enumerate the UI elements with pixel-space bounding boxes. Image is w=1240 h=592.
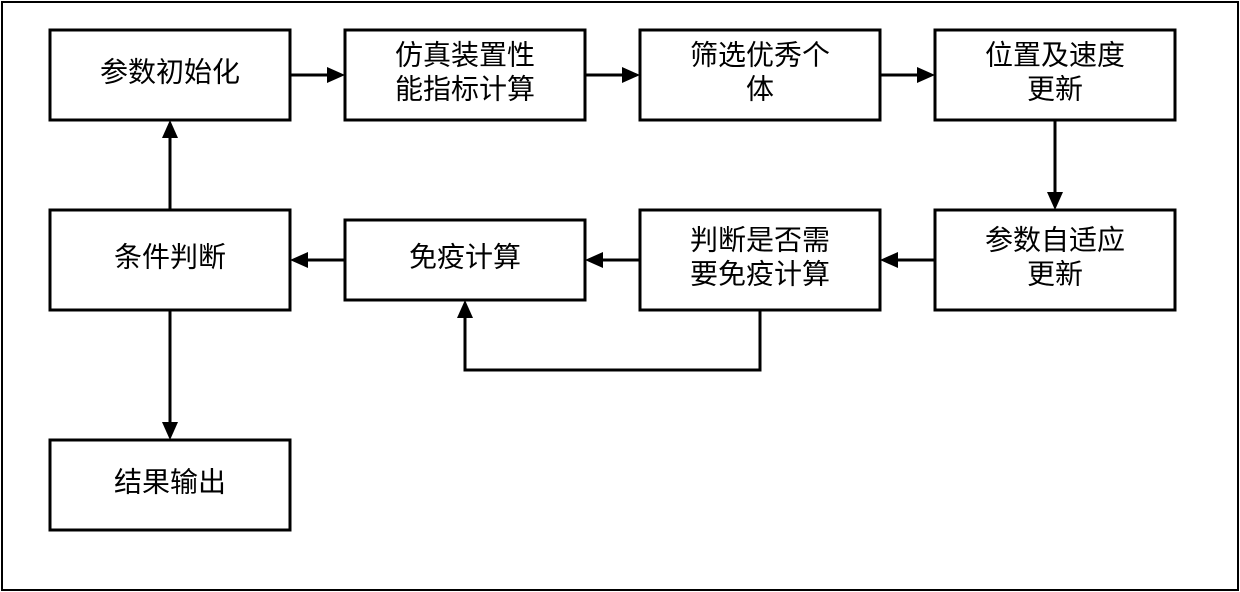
flow-edge-e6 bbox=[585, 252, 640, 268]
flow-node-n3: 筛选优秀个体 bbox=[640, 30, 880, 120]
flow-node-label: 条件判断 bbox=[114, 241, 226, 273]
flow-edge-e4 bbox=[1047, 120, 1063, 210]
flow-edge-e9 bbox=[162, 310, 178, 440]
flow-node-label: 结果输出 bbox=[114, 466, 226, 498]
flow-node-n2: 仿真装置性能指标计算 bbox=[345, 30, 585, 120]
flow-node-n4: 位置及速度更新 bbox=[935, 30, 1175, 120]
flow-node-n8: 条件判断 bbox=[50, 210, 290, 310]
arrow-head-icon bbox=[880, 252, 898, 268]
arrow-head-icon bbox=[917, 67, 935, 83]
flow-edge-e1 bbox=[290, 67, 345, 83]
flowchart-canvas: 参数初始化仿真装置性能指标计算筛选优秀个体位置及速度更新参数自适应更新判断是否需… bbox=[0, 0, 1240, 592]
flow-node-label: 仿真装置性 bbox=[395, 39, 535, 71]
flow-node-n5: 参数自适应更新 bbox=[935, 210, 1175, 310]
arrow-head-icon bbox=[327, 67, 345, 83]
flow-node-label: 参数初始化 bbox=[100, 56, 240, 88]
flow-node-n6: 判断是否需要免疫计算 bbox=[640, 210, 880, 310]
arrow-head-icon bbox=[162, 120, 178, 138]
flow-node-n7: 免疫计算 bbox=[345, 220, 585, 300]
flow-edge-e3 bbox=[880, 67, 935, 83]
flow-edge-e8 bbox=[162, 120, 178, 210]
arrow-head-icon bbox=[622, 67, 640, 83]
flow-edge-e5 bbox=[880, 252, 935, 268]
arrow-head-icon bbox=[1047, 192, 1063, 210]
flow-node-label: 要免疫计算 bbox=[690, 258, 830, 290]
arrow-head-icon bbox=[585, 252, 603, 268]
flow-node-label: 能指标计算 bbox=[395, 73, 535, 105]
flow-node-label: 位置及速度 bbox=[985, 39, 1125, 71]
flow-edge-e7 bbox=[290, 252, 345, 268]
flow-node-label: 参数自适应 bbox=[985, 224, 1125, 256]
flow-node-n9: 结果输出 bbox=[50, 440, 290, 530]
flow-node-label: 体 bbox=[746, 73, 774, 105]
flow-node-label: 更新 bbox=[1027, 73, 1083, 105]
flow-edge-line bbox=[465, 310, 760, 370]
flow-edge-e2 bbox=[585, 67, 640, 83]
flow-node-label: 免疫计算 bbox=[409, 241, 521, 273]
arrow-head-icon bbox=[162, 422, 178, 440]
flow-node-label: 判断是否需 bbox=[690, 224, 830, 256]
arrow-head-icon bbox=[457, 300, 473, 318]
flow-node-label: 更新 bbox=[1027, 258, 1083, 290]
flow-node-label: 筛选优秀个 bbox=[690, 39, 830, 71]
flow-node-n1: 参数初始化 bbox=[50, 30, 290, 120]
arrow-head-icon bbox=[290, 252, 308, 268]
